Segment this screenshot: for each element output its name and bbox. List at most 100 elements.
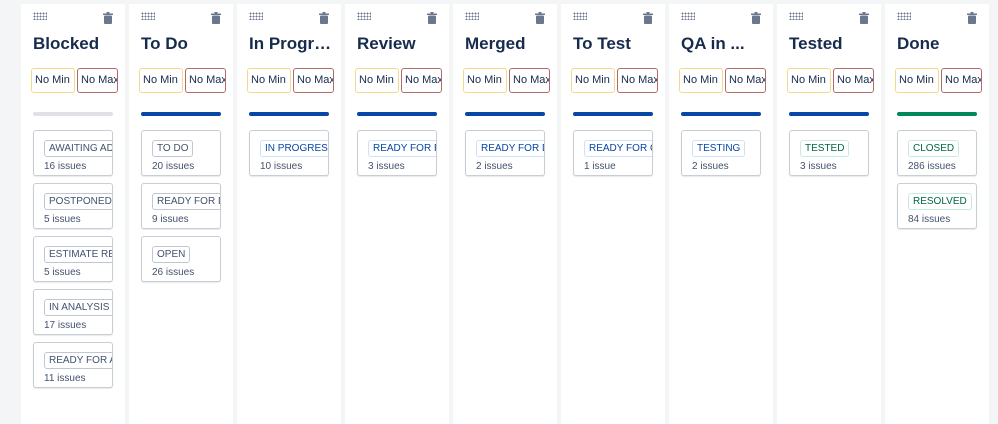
board-top-strip bbox=[21, 0, 998, 4]
max-issues-input[interactable]: No Max bbox=[185, 68, 226, 93]
column-title[interactable]: Blocked bbox=[33, 34, 100, 53]
delete-column-trash-icon[interactable] bbox=[643, 11, 653, 24]
drag-handle-icon[interactable] bbox=[141, 12, 155, 20]
status-category-bar bbox=[249, 112, 329, 116]
status-lozenge: TESTED bbox=[800, 140, 850, 157]
column-title[interactable]: To Test bbox=[573, 34, 631, 53]
status-card[interactable]: READY FOR AN 11 issues bbox=[33, 342, 113, 388]
status-lozenge: IN PROGRESS bbox=[260, 140, 328, 157]
issue-count: 1 issue bbox=[584, 161, 616, 172]
status-category-bar bbox=[681, 112, 761, 116]
column-title[interactable]: Tested bbox=[789, 34, 843, 53]
column-title[interactable]: Merged bbox=[465, 34, 526, 53]
max-issues-input[interactable]: No Max bbox=[941, 68, 982, 93]
column-title[interactable]: Review bbox=[357, 34, 416, 53]
status-category-bar bbox=[33, 112, 113, 116]
status-card[interactable]: READY FOR DEV 9 issues bbox=[141, 183, 221, 229]
status-card[interactable]: TESTED 3 issues bbox=[789, 130, 869, 176]
min-issues-input[interactable]: No Min bbox=[355, 68, 399, 93]
column-title[interactable]: QA in ... bbox=[681, 34, 745, 53]
max-issues-input[interactable]: No Max bbox=[401, 68, 442, 93]
column-constraints: No Min No Max bbox=[31, 68, 118, 93]
status-card[interactable]: READY FOR REV 3 issues bbox=[357, 130, 437, 176]
max-issues-input[interactable]: No Max bbox=[509, 68, 550, 93]
min-issues-input[interactable]: No Min bbox=[679, 68, 723, 93]
status-lozenge: AWAITING ADD bbox=[44, 140, 112, 157]
max-issues-input[interactable]: No Max bbox=[833, 68, 874, 93]
status-lozenge: READY FOR REV bbox=[368, 140, 436, 157]
drag-handle-icon[interactable] bbox=[789, 12, 803, 20]
delete-column-trash-icon[interactable] bbox=[859, 11, 869, 24]
min-issues-input[interactable]: No Min bbox=[247, 68, 291, 93]
delete-column-trash-icon[interactable] bbox=[751, 11, 761, 24]
status-category-bar bbox=[573, 112, 653, 116]
column-title[interactable]: To Do bbox=[141, 34, 188, 53]
delete-column-trash-icon[interactable] bbox=[319, 11, 329, 24]
min-issues-input[interactable]: No Min bbox=[139, 68, 183, 93]
min-issues-input[interactable]: No Min bbox=[787, 68, 831, 93]
min-issues-input[interactable]: No Min bbox=[463, 68, 507, 93]
min-issues-input[interactable]: No Min bbox=[895, 68, 939, 93]
drag-handle-icon[interactable] bbox=[573, 12, 587, 20]
max-issues-input[interactable]: No Max bbox=[725, 68, 766, 93]
status-lozenge: POSTPONED bbox=[44, 193, 112, 210]
status-card[interactable]: READY FOR QA 1 issue bbox=[573, 130, 653, 176]
status-lozenge: READY FOR AN bbox=[44, 352, 112, 369]
status-category-bar bbox=[789, 112, 869, 116]
issue-count: 5 issues bbox=[44, 267, 81, 278]
status-card[interactable]: OPEN 26 issues bbox=[141, 236, 221, 282]
status-list: IN PROGRESS 10 issues bbox=[249, 130, 329, 183]
drag-handle-icon[interactable] bbox=[357, 12, 371, 20]
issue-count: 84 issues bbox=[908, 214, 951, 225]
status-card[interactable]: IN ANALYSIS 17 issues bbox=[33, 289, 113, 335]
status-card[interactable]: TO DO 20 issues bbox=[141, 130, 221, 176]
issue-count: 10 issues bbox=[260, 161, 303, 172]
drag-handle-icon[interactable] bbox=[249, 12, 263, 20]
delete-column-trash-icon[interactable] bbox=[211, 11, 221, 24]
status-lozenge: TESTING bbox=[692, 140, 746, 157]
issue-count: 9 issues bbox=[152, 214, 189, 225]
drag-handle-icon[interactable] bbox=[465, 12, 479, 20]
column-constraints: No Min No Max bbox=[679, 68, 766, 93]
status-lozenge: ESTIMATE REQU bbox=[44, 246, 112, 263]
status-card[interactable]: ESTIMATE REQU 5 issues bbox=[33, 236, 113, 282]
status-card[interactable]: AWAITING ADD 16 issues bbox=[33, 130, 113, 176]
column-title[interactable]: In Progress bbox=[249, 34, 333, 53]
max-issues-input[interactable]: No Max bbox=[617, 68, 658, 93]
status-list: AWAITING ADD 16 issues POSTPONED 5 issue… bbox=[33, 130, 113, 395]
delete-column-trash-icon[interactable] bbox=[103, 11, 113, 24]
status-list: READY FOR REV 3 issues bbox=[357, 130, 437, 183]
drag-handle-icon[interactable] bbox=[897, 12, 911, 20]
status-lozenge: READY FOR DE bbox=[476, 140, 544, 157]
issue-count: 5 issues bbox=[44, 214, 81, 225]
column-constraints: No Min No Max bbox=[463, 68, 550, 93]
status-card[interactable]: IN PROGRESS 10 issues bbox=[249, 130, 329, 176]
column-5: To Test No Min No Max READY FOR QA 1 iss… bbox=[561, 4, 665, 424]
status-lozenge: OPEN bbox=[152, 246, 191, 263]
drag-handle-icon[interactable] bbox=[681, 12, 695, 20]
status-lozenge: IN ANALYSIS bbox=[44, 299, 112, 316]
column-3: Review No Min No Max READY FOR REV 3 iss… bbox=[345, 4, 449, 424]
status-card[interactable]: READY FOR DE 2 issues bbox=[465, 130, 545, 176]
max-issues-input[interactable]: No Max bbox=[293, 68, 334, 93]
status-list: CLOSED 286 issues RESOLVED 84 issues bbox=[897, 130, 977, 236]
status-card[interactable]: RESOLVED 84 issues bbox=[897, 183, 977, 229]
status-card[interactable]: TESTING 2 issues bbox=[681, 130, 761, 176]
status-card[interactable]: POSTPONED 5 issues bbox=[33, 183, 113, 229]
max-issues-input[interactable]: No Max bbox=[77, 68, 118, 93]
status-category-bar bbox=[141, 112, 221, 116]
drag-handle-icon[interactable] bbox=[33, 12, 47, 20]
min-issues-input[interactable]: No Min bbox=[31, 68, 75, 93]
delete-column-trash-icon[interactable] bbox=[427, 11, 437, 24]
delete-column-trash-icon[interactable] bbox=[967, 11, 977, 24]
column-4: Merged No Min No Max READY FOR DE 2 issu… bbox=[453, 4, 557, 424]
column-title[interactable]: Done bbox=[897, 34, 940, 53]
issue-count: 286 issues bbox=[908, 161, 956, 172]
issue-count: 3 issues bbox=[368, 161, 405, 172]
status-card[interactable]: CLOSED 286 issues bbox=[897, 130, 977, 176]
column-constraints: No Min No Max bbox=[571, 68, 658, 93]
delete-column-trash-icon[interactable] bbox=[535, 11, 545, 24]
issue-count: 11 issues bbox=[44, 373, 86, 384]
column-constraints: No Min No Max bbox=[139, 68, 226, 93]
min-issues-input[interactable]: No Min bbox=[571, 68, 615, 93]
